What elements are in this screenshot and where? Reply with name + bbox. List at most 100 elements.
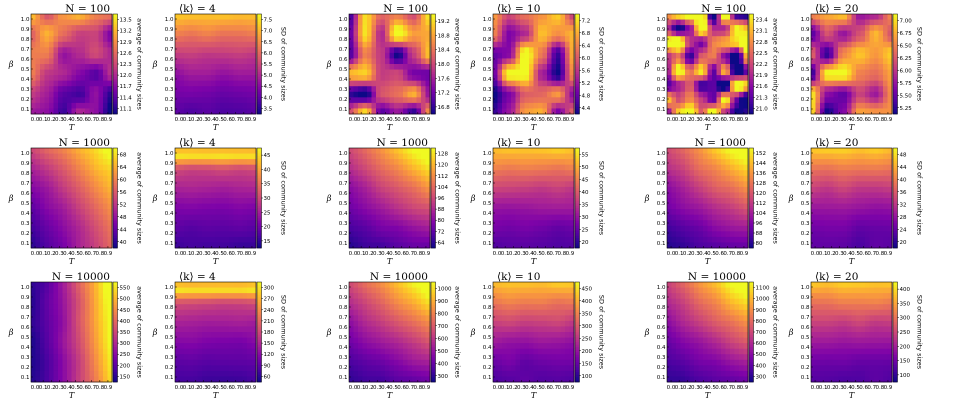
heatmap-cell [551,41,557,48]
heatmap-cell [743,220,749,227]
colorbar-segment [431,96,436,100]
heatmap-cell [197,192,203,199]
heatmap-cell [856,75,861,82]
heatmap-cell [184,175,189,182]
heatmap-cell [851,148,857,154]
heatmap-cell [358,25,363,32]
heatmap-cell [529,36,534,43]
heatmap-cell [58,41,63,48]
heatmap-cell [734,19,740,26]
heatmap-cell [565,75,570,82]
heatmap-cell [680,231,686,238]
heatmap-cell [542,181,548,188]
heatmap-cell [551,170,557,177]
colorbar-segment [113,59,118,62]
heatmap-cell [398,25,404,32]
heatmap-cell [811,192,816,199]
heatmap-cell [202,203,207,210]
colorbar-segment [431,66,436,70]
heatmap-cell [421,36,426,43]
heatmap-cell [847,19,852,26]
heatmap-cell [565,36,570,43]
heatmap-cell [425,203,431,210]
heatmap-cell [515,236,521,243]
heatmap-cell [547,181,552,188]
heatmap-cell [860,220,866,227]
heatmap-cell [206,164,212,171]
heatmap-cell [698,47,704,54]
heatmap-cell [67,80,72,87]
heatmap-cell [533,64,539,70]
heatmap-cell [175,97,180,104]
colorbar-segment [257,76,262,80]
heatmap-cell [874,58,879,65]
colorbar-segment [749,233,754,236]
heatmap-cell [842,19,848,26]
heatmap-cell [58,25,63,32]
heatmap-cell [703,198,708,204]
heatmap-cell [98,14,104,20]
colorbar-tick-label: 5.25 [900,106,913,112]
heatmap-cell [416,58,422,65]
heatmap-cell [62,58,68,65]
heatmap-cell [869,14,875,20]
colorbar-segment [575,56,580,60]
heatmap-cell [202,214,207,221]
colorbar-segment [113,111,118,115]
colorbar-segment [749,74,754,77]
heatmap-cell [376,75,381,82]
heatmap-cell [874,102,879,109]
heatmap-cell [883,86,888,93]
heatmap-cell [85,220,90,227]
x-axis-label: T [849,123,855,132]
heatmap-cell [829,69,834,76]
heatmap-cell [353,86,359,93]
colorbar-segment [431,109,436,112]
heatmap-cell [712,47,717,54]
y-tick-label: 0.9 [21,161,30,167]
heatmap-cell [403,41,408,48]
heatmap-cell [842,236,848,243]
heatmap-cell [829,14,834,20]
heatmap-cell [35,231,41,238]
heatmap-cell [67,52,72,59]
heatmap-cell [560,148,566,154]
heatmap-cell [107,25,113,32]
heatmap-cell [493,52,498,59]
heatmap-cell [847,97,852,104]
heatmap-cell [380,175,386,182]
heatmap-cell [31,181,36,188]
colorbar-segment [431,94,436,97]
heatmap-cell [883,36,888,43]
heatmap-cell [85,19,90,26]
heatmap-cell [76,64,81,70]
y-axis-label: β [8,194,14,203]
heatmap-cell [820,153,825,160]
heatmap-cell [883,159,888,166]
heatmap-cell [542,30,548,37]
heatmap-cell [694,14,699,20]
heatmap-cell [878,209,884,216]
heatmap-cell [556,198,561,204]
heatmap-cell [103,203,108,210]
heatmap-cell [734,231,740,238]
colorbar-tick-label: 21.0 [756,106,769,112]
heatmap-cell [85,14,90,20]
heatmap-cell [403,203,408,210]
heatmap-cell [569,186,575,193]
heatmap-cell [689,203,695,210]
heatmap-cell [743,14,749,20]
colorbar-segment [113,81,118,85]
heatmap-cell [712,242,717,249]
heatmap-cell [497,52,503,59]
heatmap-cell [869,225,875,232]
heatmap-cell [551,148,557,154]
heatmap-cell [206,242,212,249]
colorbar-tick-label: 6.25 [900,56,913,62]
heatmap-cell [247,209,252,216]
heatmap-cell [385,80,390,87]
colorbar-segment [431,195,436,199]
heatmap-cell [811,97,816,104]
heatmap-cell [202,220,207,227]
heatmap-cell [815,75,821,82]
